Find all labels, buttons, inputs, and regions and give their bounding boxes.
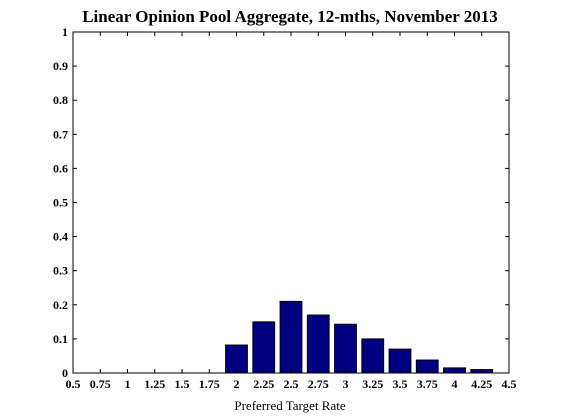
ticks-layer	[72, 31, 510, 374]
bar-2_75	[306, 314, 330, 374]
bar-2_25	[252, 321, 276, 374]
y-tick-label: 0.9	[53, 59, 68, 73]
x-tick-label: 4.25	[471, 377, 492, 391]
x-tick-label: 1	[125, 377, 131, 391]
y-tick-label: 0.7	[53, 127, 68, 141]
x-tick-label: 1.5	[175, 377, 190, 391]
x-tick-label: 3.5	[393, 377, 408, 391]
y-tick-label: 0.2	[53, 298, 68, 312]
y-tick-label: 0.6	[53, 161, 68, 175]
tick-labels-layer: 0.5 0.75 1 1.25 1.5 1.75 2 2.25 2.5 2.75 3 3.25 3.5 3…	[53, 25, 517, 391]
y-tick-label: 0.5	[53, 196, 68, 210]
x-tick-label: 0.5	[66, 377, 81, 391]
x-tick-label: 4.5	[502, 377, 517, 391]
x-tick-label: 3.25	[362, 377, 383, 391]
x-tick-label: 2.75	[308, 377, 329, 391]
x-tick-label: 2.5	[284, 377, 299, 391]
x-tick-label: 2.25	[253, 377, 274, 391]
x-tick-label: 2	[234, 377, 240, 391]
bar-2	[225, 344, 248, 374]
y-tick-label: 0.4	[53, 230, 68, 244]
x-axis-label: Preferred Target Rate	[234, 398, 345, 413]
chart-title: Linear Opinion Pool Aggregate, 12-mths, …	[82, 7, 498, 26]
bars-layer	[225, 300, 494, 374]
bar-2_5	[279, 300, 303, 374]
bar-3	[334, 323, 357, 374]
x-tick-label: 3.75	[417, 377, 438, 391]
x-tick-label: 3	[343, 377, 349, 391]
y-tick-label: 0	[62, 366, 68, 380]
y-tick-label: 0.3	[53, 264, 68, 278]
x-tick-label: 4	[452, 377, 458, 391]
y-tick-label: 0.8	[53, 93, 68, 107]
x-tick-label: 1.75	[199, 377, 220, 391]
x-tick-label: 1.25	[144, 377, 165, 391]
bar-3_25	[361, 338, 385, 374]
y-tick-label: 0.1	[53, 332, 68, 346]
y-tick-label: 1	[62, 25, 68, 39]
x-tick-label: 0.75	[90, 377, 111, 391]
